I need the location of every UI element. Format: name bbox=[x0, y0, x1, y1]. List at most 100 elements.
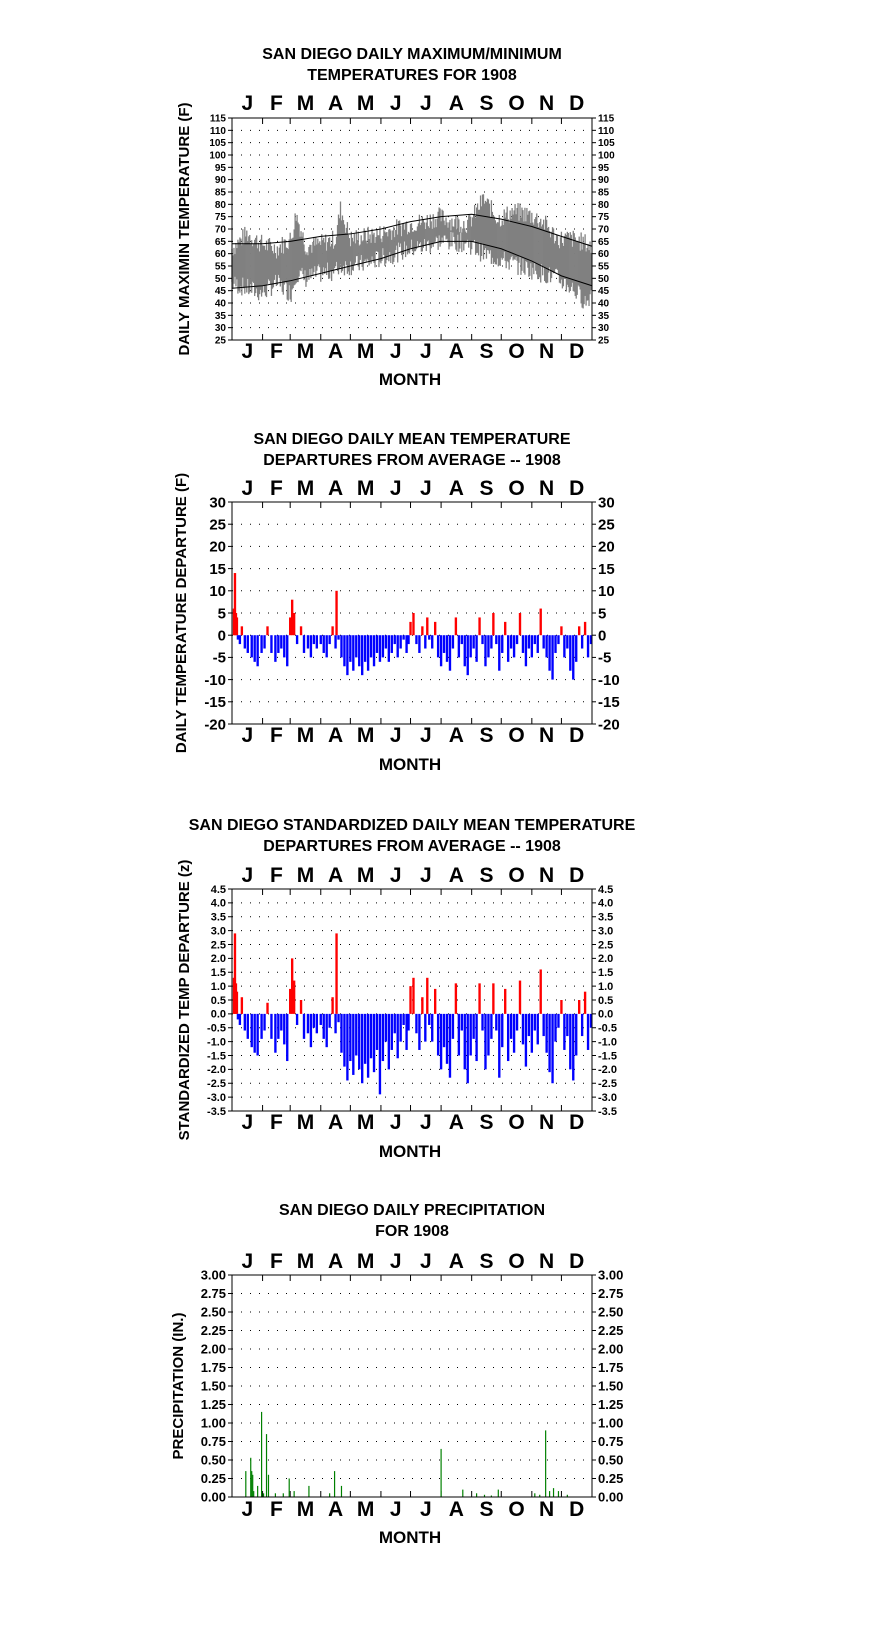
negative-departure-bar bbox=[533, 1013, 536, 1031]
y-tick-label-right: -15 bbox=[598, 694, 620, 711]
y-tick-label-left: 10 bbox=[209, 583, 226, 600]
chart-title-line: SAN DIEGO DAILY MEAN TEMPERATURE bbox=[253, 431, 570, 448]
negative-departure-bar bbox=[533, 635, 536, 645]
negative-departure-bar bbox=[407, 635, 410, 645]
y-tick-label-right: 10 bbox=[598, 583, 615, 600]
month-label-top: S bbox=[479, 864, 493, 887]
negative-departure-bar bbox=[343, 1013, 346, 1067]
month-label-bottom: O bbox=[508, 724, 524, 747]
month-label-top: A bbox=[449, 92, 464, 115]
y-tick-label-left: 0.75 bbox=[201, 1434, 226, 1449]
negative-departure-bar bbox=[358, 1013, 361, 1070]
negative-departure-bar bbox=[346, 1013, 349, 1081]
y-tick-label-right: -2.0 bbox=[598, 1064, 617, 1076]
negative-departure-bar bbox=[572, 635, 575, 680]
negative-departure-bar bbox=[530, 635, 534, 658]
negative-departure-bar bbox=[361, 1013, 364, 1084]
month-label-bottom: S bbox=[479, 340, 493, 363]
negative-departure-bar bbox=[509, 635, 513, 649]
month-label-top: N bbox=[539, 477, 554, 500]
month-label-top: D bbox=[569, 864, 584, 887]
y-axis-label: DAILY MAXIMIN TEMPERATURE (F) bbox=[176, 102, 193, 355]
y-tick-label-right: 1.00 bbox=[598, 1416, 623, 1431]
positive-departure-bar bbox=[518, 980, 522, 1014]
negative-departure-bar bbox=[428, 635, 431, 640]
negative-departure-bar bbox=[548, 1013, 551, 1073]
negative-departure-bar bbox=[349, 635, 352, 662]
y-tick-label-right: 30 bbox=[598, 323, 610, 334]
negative-departure-bar bbox=[463, 635, 466, 667]
y-tick-label-left: 1.5 bbox=[211, 967, 226, 979]
negative-departure-bar bbox=[495, 635, 498, 645]
negative-departure-bar bbox=[524, 1013, 528, 1067]
negative-departure-bar bbox=[542, 635, 545, 649]
negative-departure-bar bbox=[393, 1013, 396, 1034]
positive-departure-bar bbox=[233, 933, 237, 1014]
positive-departure-bar bbox=[583, 991, 587, 1014]
y-tick-label-right: 0.0 bbox=[598, 1009, 613, 1021]
positive-departure-bar bbox=[426, 977, 429, 1014]
month-label-top: J bbox=[241, 1250, 253, 1273]
negative-departure-bar bbox=[530, 1013, 534, 1053]
negative-departure-bar bbox=[566, 635, 569, 649]
month-label-top: M bbox=[357, 864, 375, 887]
y-tick-label-right: 20 bbox=[598, 539, 615, 556]
negative-departure-bar bbox=[484, 1013, 487, 1070]
negative-departure-bar bbox=[557, 635, 560, 645]
negative-departure-bar bbox=[575, 1013, 578, 1056]
y-tick-label-left: 0.00 bbox=[201, 1490, 226, 1505]
month-label-top: J bbox=[390, 1250, 402, 1273]
y-tick-label-right: 3.00 bbox=[598, 1268, 623, 1283]
negative-departure-bar bbox=[463, 1013, 466, 1070]
y-tick-label-left: 1.50 bbox=[201, 1379, 226, 1394]
negative-departure-bar bbox=[328, 1013, 331, 1028]
positive-departure-bar bbox=[539, 969, 542, 1014]
month-label-top: F bbox=[270, 92, 283, 115]
month-label-bottom: J bbox=[390, 1111, 402, 1134]
y-tick-label-right: 15 bbox=[598, 561, 615, 578]
positive-departure-bar bbox=[539, 608, 542, 636]
y-tick-label-right: 55 bbox=[598, 262, 610, 273]
y-tick-label-right: 2.5 bbox=[598, 939, 613, 951]
month-label-bottom: A bbox=[449, 724, 464, 747]
negative-departure-bar bbox=[402, 1013, 405, 1025]
y-tick-label-right: 0.5 bbox=[598, 995, 613, 1007]
month-label-top: N bbox=[539, 864, 554, 887]
negative-departure-bar bbox=[315, 1013, 319, 1034]
month-label-bottom: M bbox=[297, 724, 315, 747]
month-label-bottom: N bbox=[539, 1111, 554, 1134]
negative-departure-bar bbox=[312, 635, 316, 645]
y-tick-label-left: 75 bbox=[215, 212, 227, 223]
negative-departure-bar bbox=[521, 635, 525, 653]
month-label-bottom: J bbox=[420, 1111, 432, 1134]
positive-departure-bar bbox=[421, 997, 424, 1014]
negative-departure-bar bbox=[487, 635, 490, 658]
month-label-bottom: F bbox=[270, 1498, 283, 1521]
negative-departure-bar bbox=[243, 1013, 247, 1031]
month-label-top: F bbox=[270, 864, 283, 887]
negative-departure-bar bbox=[563, 635, 566, 658]
month-label-bottom: J bbox=[390, 1498, 402, 1521]
x-axis-label: MONTH bbox=[379, 1142, 441, 1161]
negative-departure-bar bbox=[390, 635, 393, 653]
negative-departure-bar bbox=[381, 635, 385, 658]
negative-departure-bar bbox=[309, 1013, 313, 1048]
negative-departure-bar bbox=[448, 1013, 452, 1078]
negative-departure-bar bbox=[346, 635, 349, 676]
negative-departure-bar bbox=[263, 635, 266, 649]
negative-departure-bar bbox=[355, 1013, 358, 1056]
y-tick-label-right: 2.00 bbox=[598, 1342, 623, 1357]
negative-departure-bar bbox=[302, 635, 306, 653]
negative-departure-bar bbox=[319, 1013, 322, 1025]
negative-departure-bar bbox=[490, 635, 493, 649]
negative-departure-bar bbox=[274, 635, 277, 662]
y-tick-label-left: 0.0 bbox=[211, 1009, 226, 1021]
negative-departure-bar bbox=[436, 635, 440, 658]
negative-departure-bar bbox=[396, 1013, 399, 1059]
month-label-bottom: A bbox=[328, 340, 343, 363]
y-tick-label-right: 50 bbox=[598, 274, 610, 285]
negative-departure-bar bbox=[280, 1013, 283, 1031]
positive-departure-bar bbox=[266, 1002, 269, 1014]
y-tick-label-right: 40 bbox=[598, 299, 610, 310]
